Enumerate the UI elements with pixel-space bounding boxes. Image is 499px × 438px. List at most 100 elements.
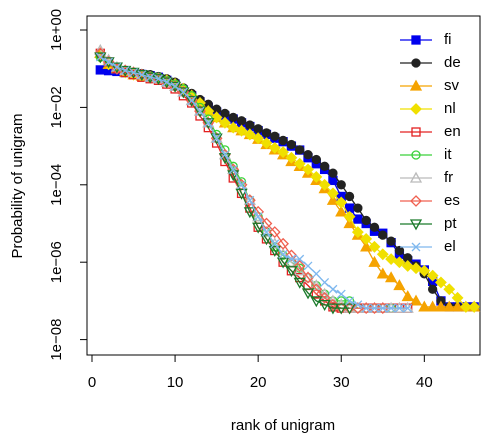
marker [336, 289, 346, 299]
marker [327, 298, 339, 311]
marker [153, 74, 163, 84]
marker [303, 261, 313, 271]
marker [368, 302, 381, 315]
marker [236, 116, 247, 126]
marker [311, 154, 321, 165]
marker [286, 139, 297, 150]
marker [245, 195, 255, 205]
marker [228, 112, 238, 123]
marker [253, 212, 263, 222]
marker [426, 269, 439, 282]
marker [328, 284, 338, 294]
marker [185, 95, 198, 107]
marker [202, 118, 215, 130]
marker [384, 271, 398, 283]
marker [243, 193, 256, 205]
marker [293, 157, 306, 170]
marker [378, 303, 388, 313]
marker [345, 296, 355, 306]
marker [376, 267, 389, 279]
marker [451, 300, 464, 312]
marker [343, 210, 356, 223]
marker [335, 196, 348, 209]
marker [168, 81, 182, 93]
marker [295, 145, 305, 155]
marker [237, 180, 247, 190]
marker [137, 70, 147, 80]
marker [343, 303, 356, 315]
marker [210, 133, 223, 145]
legend-label: de [444, 54, 461, 71]
marker [343, 217, 356, 229]
marker [260, 225, 273, 237]
marker [270, 239, 280, 249]
marker [252, 222, 265, 234]
y-tick-label: 1e+00 [48, 9, 65, 51]
marker [301, 271, 315, 283]
marker [94, 43, 107, 55]
series-line [99, 52, 408, 309]
marker [177, 87, 190, 99]
series-line [99, 49, 408, 309]
y-tick-label: 1e−08 [48, 319, 65, 361]
marker [418, 300, 431, 312]
marker [376, 248, 389, 261]
marker [268, 245, 281, 257]
marker [120, 66, 130, 75]
marker [293, 277, 306, 289]
x-tick-label: 10 [167, 374, 184, 391]
legend-marker [411, 242, 421, 252]
marker [227, 170, 240, 182]
marker [353, 300, 363, 310]
marker [434, 300, 448, 312]
marker [243, 128, 256, 141]
y-axis-label: Probability of unigram [9, 113, 26, 258]
marker [361, 215, 371, 226]
marker [320, 277, 330, 287]
legend-label: es [444, 192, 460, 209]
marker [394, 303, 404, 313]
legend-marker [411, 127, 421, 137]
marker [260, 137, 273, 149]
marker [360, 232, 373, 245]
marker [409, 294, 423, 306]
marker [393, 256, 406, 269]
marker [319, 161, 330, 171]
marker [328, 168, 338, 178]
marker [378, 230, 388, 240]
marker [386, 236, 396, 246]
marker [278, 249, 288, 259]
marker [393, 279, 406, 291]
marker [162, 77, 172, 87]
marker [160, 77, 173, 89]
legend-marker [411, 35, 421, 45]
marker [95, 65, 105, 75]
marker [401, 260, 414, 272]
marker [318, 300, 331, 311]
marker [386, 303, 396, 313]
legend-marker [409, 171, 423, 183]
marker [102, 57, 115, 69]
marker [302, 271, 314, 284]
marker [403, 303, 413, 313]
marker [368, 255, 381, 267]
marker [311, 269, 321, 279]
marker [369, 222, 380, 232]
marker [195, 106, 205, 116]
marker [187, 96, 197, 106]
marker [243, 194, 256, 207]
marker [178, 87, 188, 97]
marker [112, 62, 122, 72]
marker [219, 148, 231, 161]
legend-label: sv [444, 77, 460, 94]
marker [435, 276, 447, 289]
marker [260, 217, 273, 230]
marker [302, 163, 314, 176]
legend-marker [411, 58, 421, 68]
marker [129, 67, 138, 77]
marker [336, 180, 346, 190]
legend-label: fi [444, 31, 452, 48]
marker [301, 288, 315, 300]
marker [268, 237, 281, 249]
marker [219, 116, 231, 129]
